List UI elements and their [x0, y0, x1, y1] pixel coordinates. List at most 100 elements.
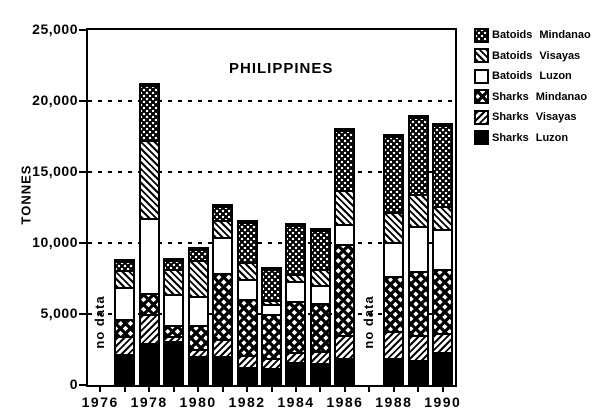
- y-axis-tick: [79, 384, 86, 386]
- x-tick-label: 1988: [375, 394, 413, 410]
- bar-segment: [385, 330, 403, 359]
- x-axis-tick: [343, 385, 346, 392]
- bar-segment: [165, 260, 183, 270]
- y-tick-label: 10,000: [32, 234, 78, 250]
- x-axis-tick: [172, 385, 175, 392]
- bar-segment: [189, 348, 207, 356]
- bar-1983: [261, 267, 282, 385]
- bar-segment: [336, 244, 354, 336]
- bar-segment: [238, 299, 256, 356]
- gridline: [88, 100, 455, 102]
- bar-segment: [434, 206, 452, 230]
- chart-title: PHILIPPINES: [229, 60, 334, 77]
- x-axis-tick: [368, 385, 371, 392]
- bar-1988: [383, 133, 405, 385]
- y-tick-label: 25,000: [32, 21, 78, 37]
- gridline: [88, 242, 455, 244]
- x-tick-label: 1976: [81, 394, 119, 410]
- bar-segment: [189, 324, 207, 349]
- y-axis-tick: [79, 29, 86, 31]
- x-axis-tick: [197, 385, 200, 392]
- bar-segment: [263, 269, 280, 300]
- bar-1979: [163, 258, 185, 385]
- bar-segment: [214, 338, 232, 356]
- legend-label: Sharks Luzon: [492, 131, 569, 144]
- bar-segment: [409, 117, 427, 195]
- legend-item: Batoids Mindanao: [474, 25, 591, 46]
- bar-segment: [409, 335, 427, 361]
- legend-item: Sharks Luzon: [474, 128, 591, 149]
- legend-label: Batoids Visayas: [492, 49, 581, 62]
- x-axis-tick: [417, 385, 420, 392]
- bar-segment: [409, 194, 427, 227]
- bar-segment: [336, 224, 354, 245]
- bar-segment: [385, 358, 403, 385]
- bar-segment: [336, 335, 354, 359]
- y-tick-label: 15,000: [32, 163, 78, 179]
- bar-segment: [385, 211, 403, 242]
- bar-segment: [263, 358, 280, 369]
- bar-segment: [116, 287, 134, 319]
- bar-segment: [238, 261, 256, 280]
- bar-segment: [409, 270, 427, 336]
- bar-segment: [311, 303, 329, 351]
- legend-swatch-hatch-backslash-icon: [474, 48, 489, 64]
- bar-segment: [409, 226, 427, 271]
- bar-segment: [311, 284, 329, 304]
- bar-segment: [116, 269, 134, 288]
- legend-swatch-dots-icon: [474, 27, 489, 43]
- x-axis-tick: [294, 385, 297, 392]
- legend-label: Batoids Mindanao: [492, 29, 591, 42]
- bar-segment: [311, 230, 329, 269]
- bar-segment: [214, 355, 232, 385]
- legend-label: Sharks Mindanao: [492, 90, 588, 103]
- bar-segment: [116, 353, 134, 385]
- bar-segment: [287, 273, 305, 282]
- bar-segment: [214, 220, 232, 237]
- bar-segment: [214, 273, 232, 339]
- x-axis-tick: [246, 385, 249, 392]
- bar-segment: [336, 130, 354, 190]
- bar-segment: [140, 139, 158, 218]
- bar-segment: [336, 189, 354, 225]
- bar-segment: [116, 336, 134, 354]
- bar-segment: [385, 135, 403, 212]
- y-axis-tick: [79, 242, 86, 244]
- bar-segment: [189, 296, 207, 325]
- bar-1978: [138, 82, 160, 385]
- bar-segment: [287, 281, 305, 302]
- bar-segment: [140, 217, 158, 293]
- bar-segment: [116, 318, 134, 337]
- bar-segment: [165, 293, 183, 326]
- bar-segment: [238, 222, 256, 262]
- legend-swatch-white-icon: [474, 68, 489, 84]
- legend-item: Sharks Visayas: [474, 107, 591, 128]
- bar-segment: [214, 236, 232, 274]
- x-tick-label: 1986: [326, 394, 364, 410]
- x-axis-tick: [392, 385, 395, 392]
- legend-swatch-hatch-slash-icon: [474, 109, 489, 125]
- bar-segment: [385, 241, 403, 277]
- bar-segment: [165, 269, 183, 294]
- bar-segment: [238, 279, 256, 300]
- bar-segment: [140, 343, 158, 385]
- x-tick-label: 1990: [424, 394, 462, 410]
- x-axis-tick: [99, 385, 102, 392]
- legend-swatch-solid-black-icon: [474, 130, 489, 146]
- x-axis-tick: [148, 385, 151, 392]
- bar-segment: [140, 84, 158, 140]
- bar-segment: [385, 276, 403, 331]
- x-axis-tick: [270, 385, 273, 392]
- y-axis-tick: [79, 100, 86, 102]
- bar-1980: [187, 246, 209, 385]
- bar-segment: [263, 314, 280, 359]
- bar-segment: [238, 355, 256, 368]
- bar-1982: [236, 220, 258, 385]
- bar-segment: [189, 248, 207, 260]
- bar-segment: [434, 125, 452, 207]
- bar-1985: [309, 228, 331, 385]
- x-axis-tick: [123, 385, 126, 392]
- legend-item: Batoids Luzon: [474, 66, 591, 87]
- x-tick-label: 1982: [228, 394, 266, 410]
- bar-segment: [189, 259, 207, 297]
